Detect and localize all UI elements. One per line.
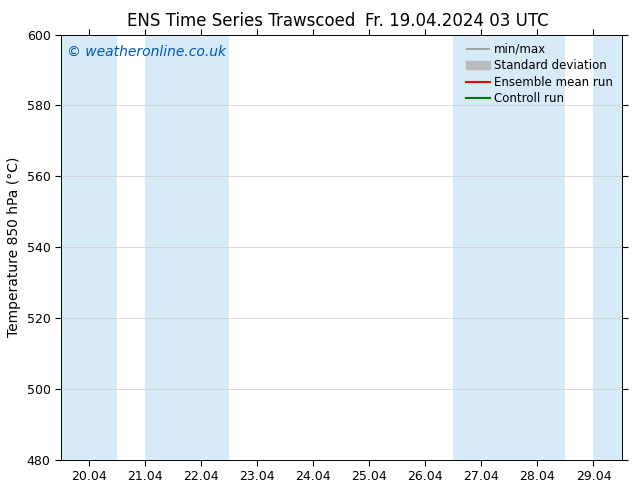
Bar bbox=[509, 35, 566, 460]
Bar bbox=[593, 35, 621, 460]
Bar bbox=[453, 35, 509, 460]
Y-axis label: Temperature 850 hPa (°C): Temperature 850 hPa (°C) bbox=[7, 157, 21, 337]
Text: © weatheronline.co.uk: © weatheronline.co.uk bbox=[67, 45, 226, 59]
Text: Fr. 19.04.2024 03 UTC: Fr. 19.04.2024 03 UTC bbox=[365, 12, 548, 30]
Bar bbox=[61, 35, 117, 460]
Bar bbox=[145, 35, 229, 460]
Text: ENS Time Series Trawscoed: ENS Time Series Trawscoed bbox=[127, 12, 355, 30]
Legend: min/max, Standard deviation, Ensemble mean run, Controll run: min/max, Standard deviation, Ensemble me… bbox=[463, 41, 616, 108]
